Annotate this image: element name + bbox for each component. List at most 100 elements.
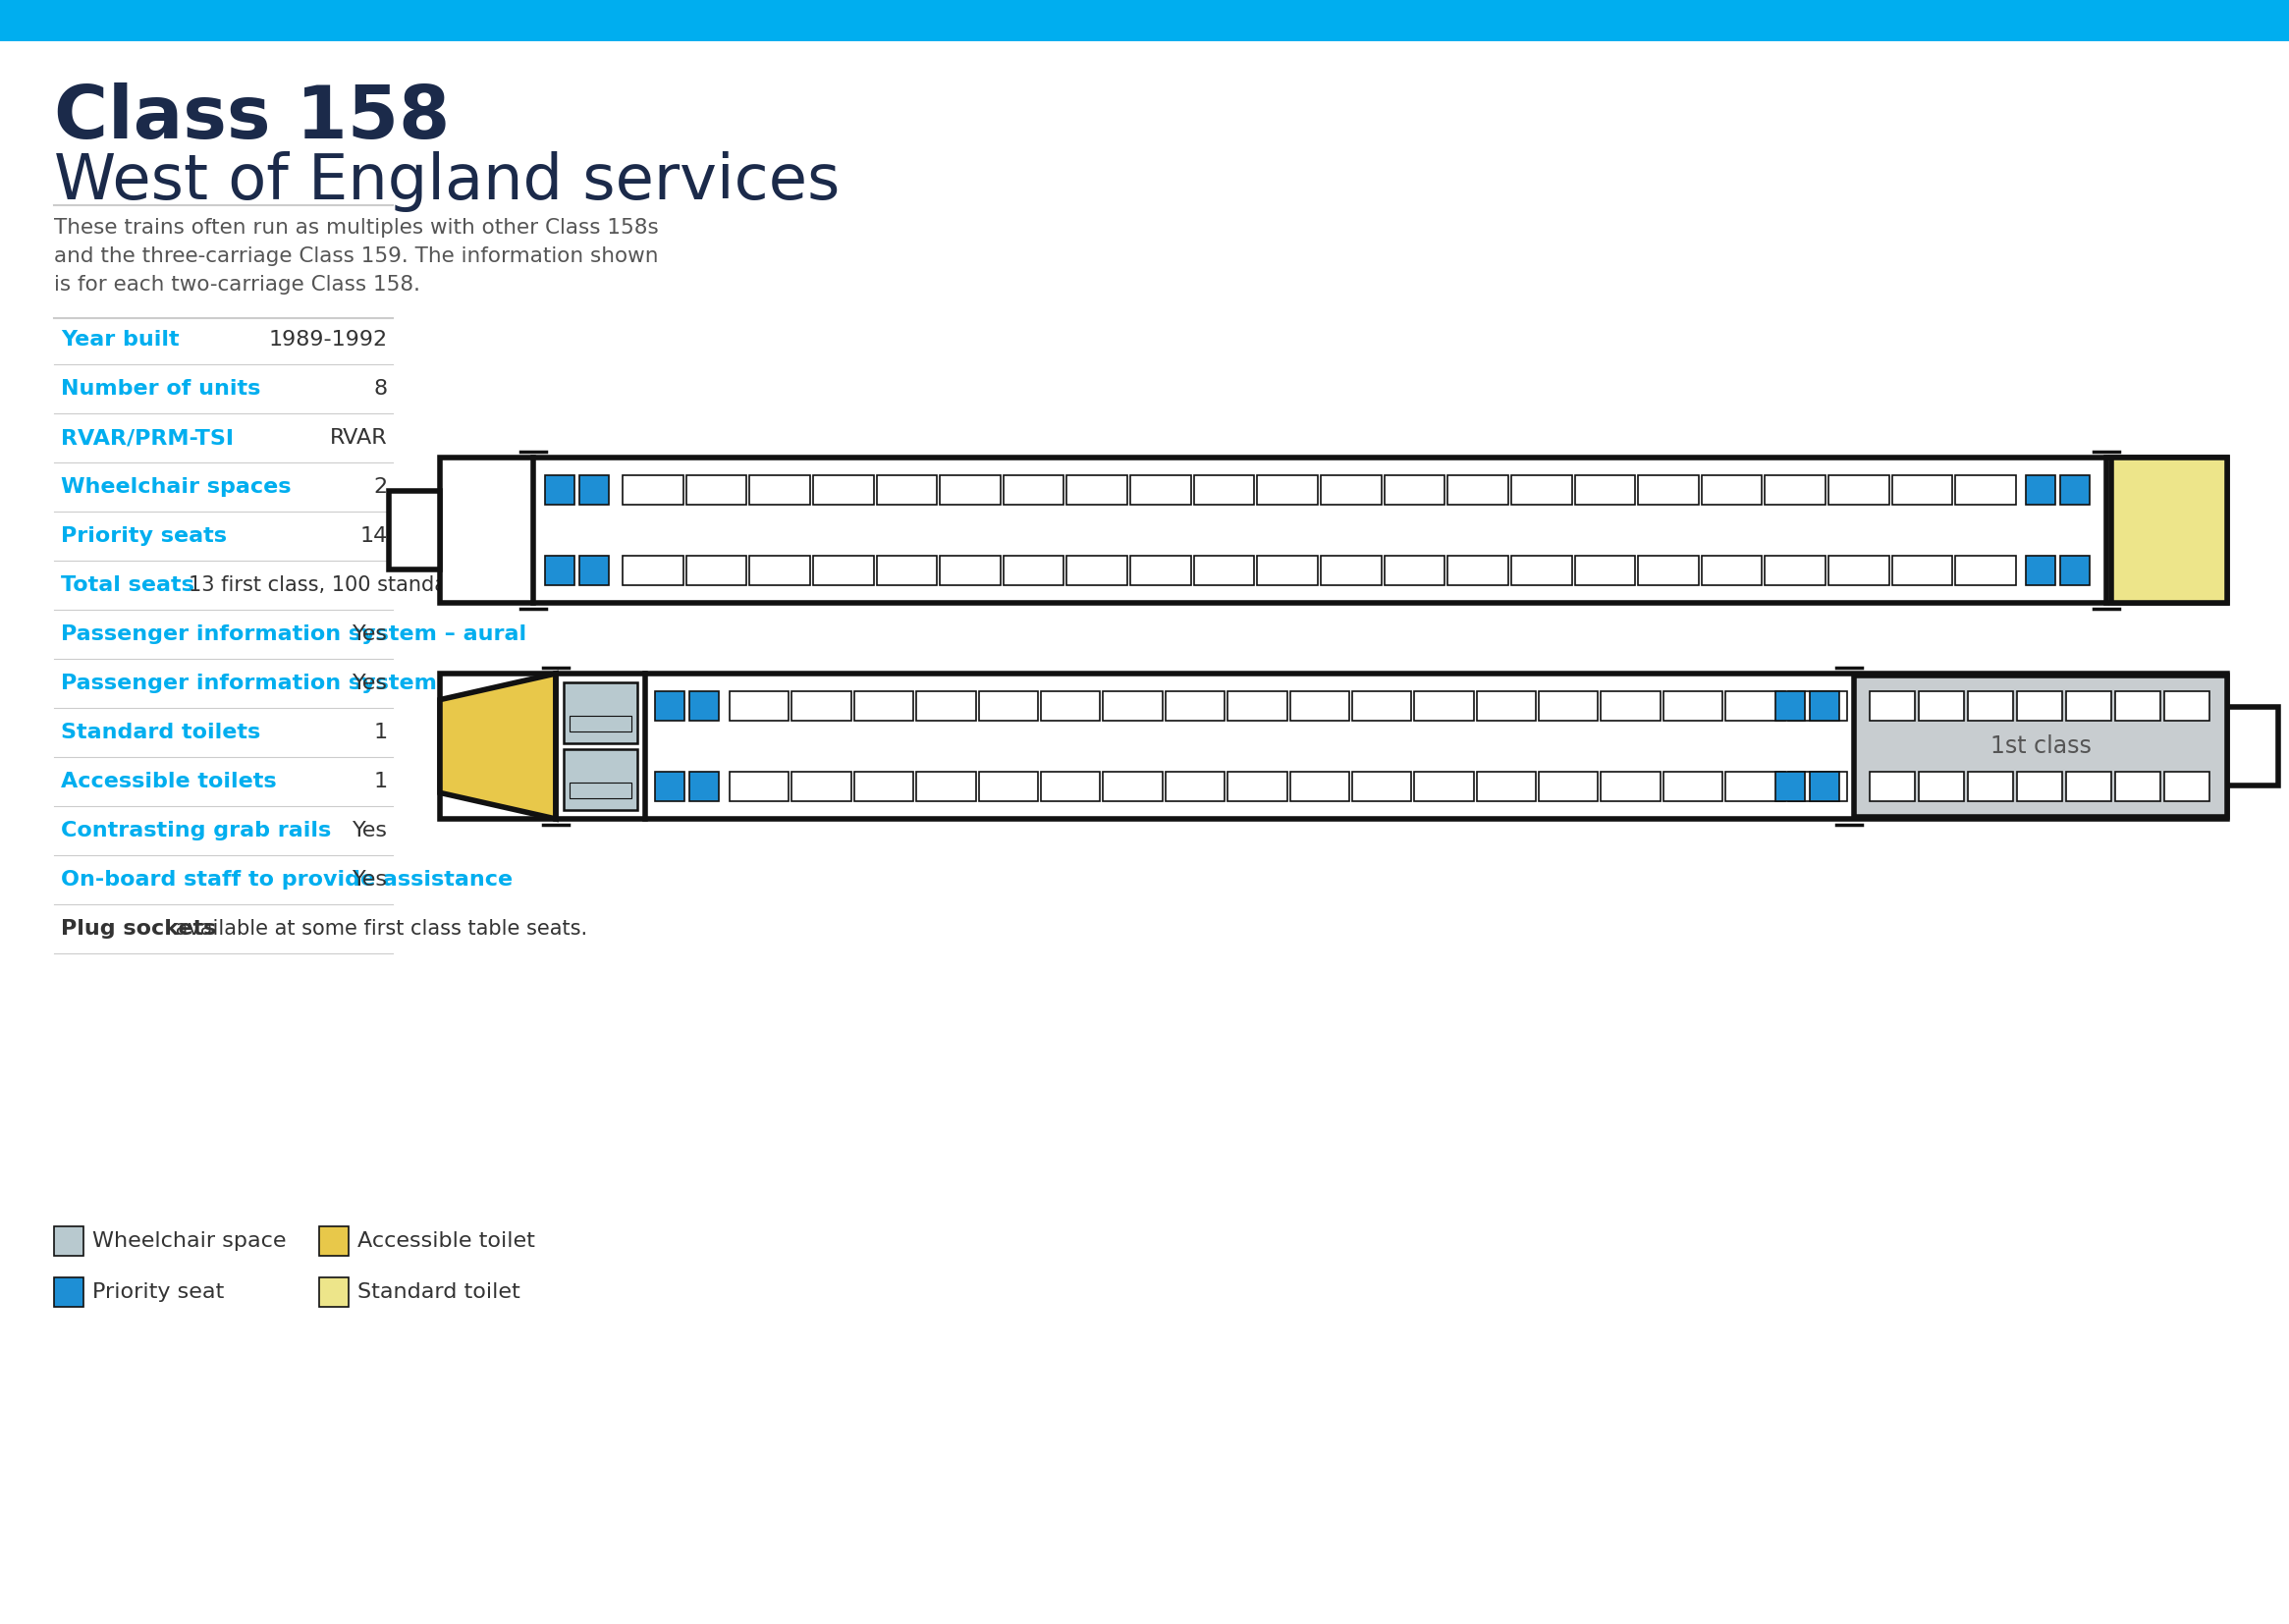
Text: Priority seat: Priority seat [92,1283,224,1302]
Bar [570,716,632,731]
Bar [2017,771,2062,801]
Bar [1257,555,1318,585]
Bar [2165,692,2209,721]
Bar [1955,476,2017,505]
Text: Year built: Year built [62,330,179,349]
Bar [1003,555,1064,585]
Bar [1385,476,1444,505]
Text: 1989-1992: 1989-1992 [268,330,387,349]
Bar [1447,476,1508,505]
Bar [1639,476,1698,505]
Bar [1003,476,1064,505]
Polygon shape [439,674,556,818]
Bar [1041,771,1101,801]
Bar [1969,692,2012,721]
Bar [1639,555,1698,585]
Bar [941,555,1000,585]
Text: available at some first class table seats.: available at some first class table seat… [169,919,588,939]
Text: These trains often run as multiples with other Class 158s
and the three-carriage: These trains often run as multiples with… [55,218,659,294]
Text: Wheelchair space: Wheelchair space [92,1231,286,1250]
Text: Standard toilet: Standard toilet [357,1283,520,1302]
Bar [563,749,636,810]
Bar [1726,771,1785,801]
Bar [55,1278,82,1307]
Text: Total seats: Total seats [62,575,195,594]
Text: Plug sockets: Plug sockets [62,919,217,939]
Bar [1165,771,1225,801]
Text: Yes: Yes [353,870,387,890]
Bar [1447,555,1508,585]
Bar [1701,476,1763,505]
Bar [439,458,2227,603]
Bar [2110,458,2227,603]
Text: RVAR: RVAR [330,429,387,448]
Bar [813,476,874,505]
Text: 13 first class, 100 standard class: 13 first class, 100 standard class [188,575,526,594]
Text: Passenger information system – visual: Passenger information system – visual [62,674,536,693]
Bar [655,692,684,721]
Bar [1829,555,1888,585]
Bar [1103,771,1163,801]
Bar [854,771,913,801]
Text: Yes: Yes [353,674,387,693]
Bar [980,692,1037,721]
Bar [1664,771,1724,801]
Bar [1776,692,1806,721]
Bar [792,692,852,721]
Bar [1664,692,1724,721]
Bar [813,555,874,585]
Bar [2115,771,2161,801]
Bar [1289,692,1348,721]
Bar [1321,476,1380,505]
Text: Accessible toilets: Accessible toilets [62,771,277,791]
Text: 2: 2 [373,477,387,497]
Bar [1257,476,1318,505]
Bar [792,771,852,801]
Bar [1870,771,1916,801]
Bar [1385,555,1444,585]
Bar [1353,771,1412,801]
Bar [623,476,682,505]
Bar [1067,476,1128,505]
Bar [570,783,632,797]
Bar [1701,555,1763,585]
Bar [1511,555,1573,585]
Bar [689,692,719,721]
Text: West of England services: West of England services [55,151,840,213]
Bar [2067,771,2110,801]
Bar [1538,771,1598,801]
Bar [2115,692,2161,721]
Text: Accessible toilet: Accessible toilet [357,1231,536,1250]
Bar [1165,692,1225,721]
Text: RVAR/PRM-TSI: RVAR/PRM-TSI [62,429,233,448]
Bar [854,692,913,721]
Bar [1415,692,1474,721]
Bar [318,1278,348,1307]
Bar [877,555,936,585]
Bar [579,476,609,505]
Text: Priority seats: Priority seats [62,526,227,546]
Bar [877,476,936,505]
Bar [1195,555,1254,585]
Text: Class 158: Class 158 [55,83,451,154]
Bar [2165,771,2209,801]
Text: 14: 14 [359,526,387,546]
Text: Standard toilets: Standard toilets [62,723,261,742]
Bar [1829,476,1888,505]
Bar [1415,771,1474,801]
Bar [1103,692,1163,721]
Bar [687,555,746,585]
Text: On-board staff to provide assistance: On-board staff to provide assistance [62,870,513,890]
Bar [1476,771,1536,801]
Bar [2060,555,2090,585]
Bar [1893,476,1953,505]
Bar [2067,692,2110,721]
Bar [1600,771,1660,801]
Bar [1788,692,1847,721]
Bar [1918,771,1964,801]
Bar [1538,692,1598,721]
Bar [1918,692,1964,721]
Bar [579,555,609,585]
Bar [749,555,810,585]
Bar [2026,476,2056,505]
